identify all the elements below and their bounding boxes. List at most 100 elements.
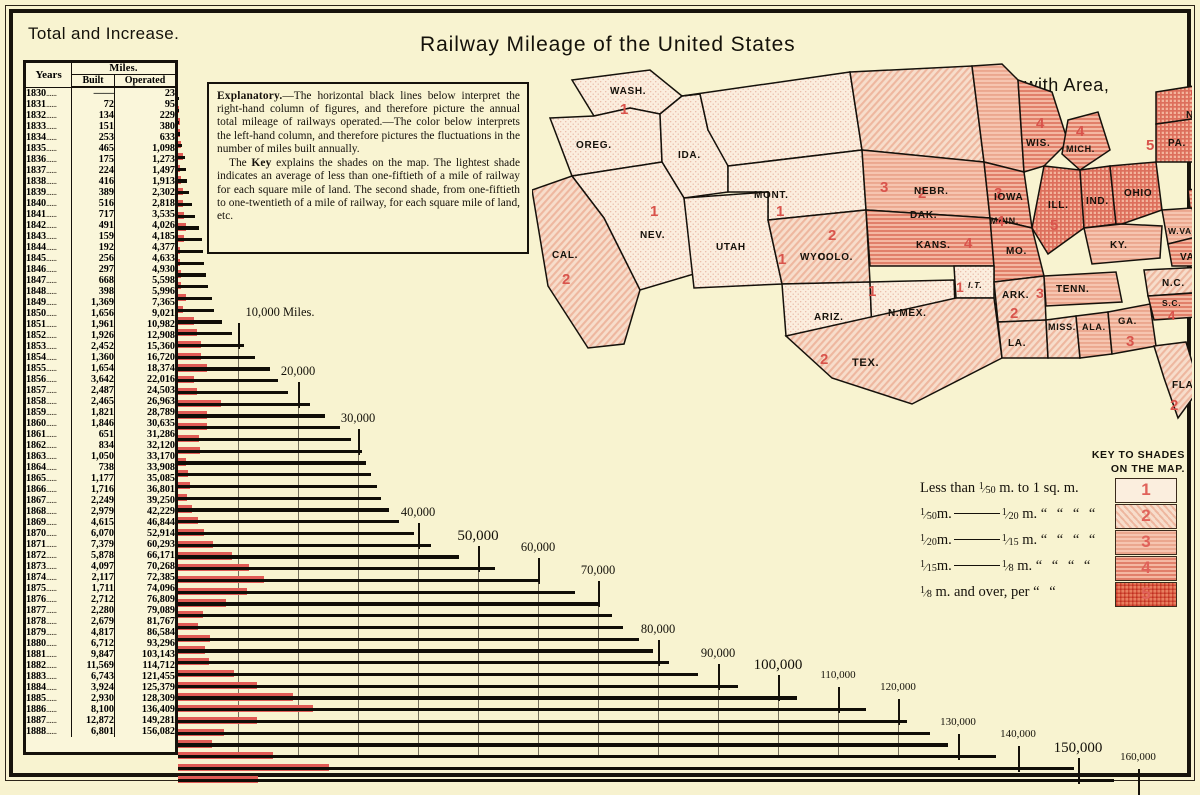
axis-tick <box>298 381 300 408</box>
shade-WASH: 1 <box>620 101 628 118</box>
cell-operated: 93,296 <box>113 638 175 649</box>
cell-operated: 86,584 <box>113 627 175 638</box>
cell-year: 1857...... <box>26 385 57 396</box>
bar-row <box>178 258 1188 269</box>
label-ARK: ARK. <box>1002 290 1029 301</box>
table-row: 1831...... 72 95 <box>26 99 175 110</box>
bar-operated <box>178 120 180 124</box>
label-ILL: ILL. <box>1048 200 1069 211</box>
label-LA: LA. <box>1008 338 1026 349</box>
state-ALA <box>1075 311 1113 359</box>
key-row-label: 1⁄20m. 1⁄15 m. “ “ “ “ <box>920 532 1099 548</box>
cell-built: 12,872 <box>71 715 115 726</box>
cell-operated: 4,026 <box>113 220 175 231</box>
axis-tick <box>358 428 360 455</box>
bar-row <box>178 587 1188 598</box>
table-row: 1842...... 491 4,026 <box>26 220 175 231</box>
bar-row <box>178 399 1188 410</box>
bar-operated <box>178 755 997 759</box>
key-row: 1⁄20m. 1⁄15 m. “ “ “ “ 3 <box>920 530 1185 556</box>
cell-operated: 5,598 <box>113 275 175 286</box>
table-row: 1858...... 2,465 26,963 <box>26 396 175 407</box>
bar-row <box>178 211 1188 222</box>
cell-year: 1887...... <box>26 715 57 726</box>
cell-built: 9,847 <box>71 649 115 660</box>
table-row: 1843...... 159 4,185 <box>26 231 175 242</box>
cell-built: 738 <box>71 462 115 473</box>
us-map: WASH. 1 OREG. IDA. MONT. 1 DAK. 2 MINN. … <box>532 58 1192 478</box>
table-row: 1872...... 5,878 66,171 <box>26 550 175 561</box>
cell-year: 1865...... <box>26 473 57 484</box>
cell-operated: 12,908 <box>113 330 175 341</box>
cell-year: 1879...... <box>26 627 57 638</box>
cell-year: 1842...... <box>26 220 57 231</box>
shade-MINN: 3 <box>994 185 1002 202</box>
bar-operated <box>178 590 576 594</box>
explanatory-key-word: Key <box>251 157 272 170</box>
state-OHIO <box>1109 161 1163 225</box>
bar-row <box>178 740 1188 750</box>
bar-operated <box>178 449 362 453</box>
axis-tick <box>1078 757 1080 784</box>
cell-built: 1,654 <box>71 363 115 374</box>
bar-row <box>178 470 1188 480</box>
bar-operated <box>178 531 414 536</box>
shade-FLA: 2 <box>1170 397 1178 414</box>
cell-built: 5,878 <box>71 550 115 561</box>
bar-operated <box>178 555 460 559</box>
state-FLA <box>1153 341 1192 420</box>
axis-tick <box>238 322 240 349</box>
axis-tick-label: 150,000 <box>1053 739 1103 756</box>
label-WVA: W.VA. <box>1168 226 1192 236</box>
cell-built: 2,117 <box>71 572 115 583</box>
us-map-svg: WASH. 1 OREG. IDA. MONT. 1 DAK. 2 MINN. … <box>532 63 1192 420</box>
shade-TENN: 3 <box>1036 285 1044 301</box>
cell-year: 1838...... <box>26 176 57 187</box>
map-state-labels: WASH. 1 OREG. IDA. MONT. 1 DAK. 2 MINN. … <box>552 86 1192 414</box>
cell-operated: 136,409 <box>113 704 175 715</box>
bar-operated <box>178 708 867 712</box>
page-title: Railway Mileage of the United States <box>420 33 796 56</box>
cell-year: 1884...... <box>26 682 57 693</box>
cell-built: 2,930 <box>71 693 115 704</box>
table-row: 1876...... 2,712 76,809 <box>26 594 175 605</box>
col-header-miles: Miles. <box>71 63 175 75</box>
shade-MONT: 1 <box>776 203 784 220</box>
map-states <box>532 63 1192 420</box>
cell-operated: 103,143 <box>113 649 175 660</box>
state-KY <box>1083 223 1163 265</box>
cell-year: 1870...... <box>26 528 57 539</box>
label-NEBR: NEBR. <box>914 186 949 197</box>
cell-operated: 1,098 <box>113 143 175 154</box>
cell-built: 72 <box>71 99 115 110</box>
bar-operated <box>178 144 182 148</box>
cell-operated: 52,914 <box>113 528 175 539</box>
bar-row <box>178 129 1188 139</box>
label-ARIZ: ARIZ. <box>814 312 844 323</box>
table-row: 1867...... 2,249 39,250 <box>26 495 175 506</box>
cell-operated: 76,809 <box>113 594 175 605</box>
table-row: 1836...... 175 1,273 <box>26 154 175 165</box>
bar-operated <box>178 343 244 348</box>
cell-year: 1866...... <box>26 484 57 495</box>
cell-year: 1833...... <box>26 121 57 132</box>
cell-built: 2,452 <box>71 341 115 352</box>
cell-built: 256 <box>71 253 115 264</box>
bar-row <box>178 199 1188 210</box>
bar-operated <box>178 379 279 383</box>
bar-operated <box>178 226 200 230</box>
bar-operated <box>178 355 256 359</box>
map-key: KEY TO SHADES ON THE MAP. Less than 1⁄50… <box>920 448 1185 613</box>
cell-operated: 74,096 <box>113 583 175 594</box>
cell-year: 1840...... <box>26 198 57 209</box>
bar-row <box>178 458 1188 468</box>
table-row: 1839...... 389 2,302 <box>26 187 175 198</box>
label-ALA: ALA. <box>1082 322 1106 332</box>
cell-built: 1,369 <box>71 297 115 308</box>
bar-operated <box>178 684 738 688</box>
cell-operated: 60,293 <box>113 539 175 550</box>
cell-built: 6,801 <box>71 726 115 737</box>
state-NY <box>1155 85 1192 125</box>
bar-row <box>178 622 1188 633</box>
